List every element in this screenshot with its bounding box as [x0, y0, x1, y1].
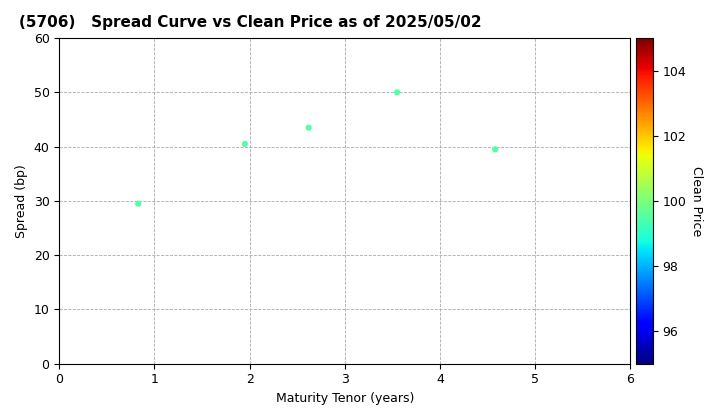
Point: [490, 146, 501, 153]
X-axis label: Maturity Tenor (years): Maturity Tenor (years): [276, 392, 414, 405]
Y-axis label: Spread (bp): Spread (bp): [15, 164, 28, 238]
Point: [392, 89, 403, 96]
Point: [132, 200, 144, 207]
Point: [239, 141, 251, 147]
Y-axis label: Clean Price: Clean Price: [690, 166, 703, 236]
Text: (5706)   Spread Curve vs Clean Price as of 2025/05/02: (5706) Spread Curve vs Clean Price as of…: [19, 15, 482, 30]
Point: [303, 124, 315, 131]
